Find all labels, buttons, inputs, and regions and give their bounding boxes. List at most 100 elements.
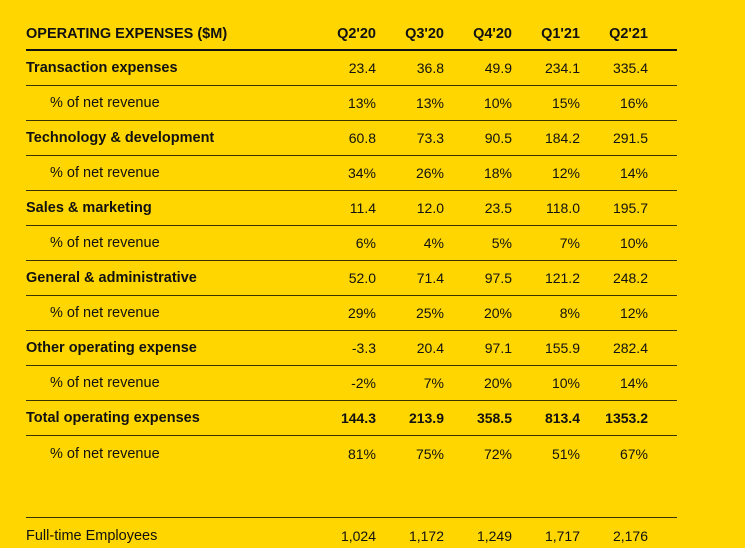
- row-label: % of net revenue: [50, 165, 160, 181]
- table-cell: 14%: [619, 375, 648, 391]
- yellow-panel: OPERATING EXPENSES ($M) Q2'20 Q3'20 Q4'2…: [0, 0, 745, 548]
- table-cell: 1,172: [408, 528, 444, 544]
- table-cell: 282.4: [612, 340, 648, 356]
- row-label: % of net revenue: [50, 445, 160, 462]
- table-cell: 813.4: [544, 410, 580, 426]
- table-cell: 25%: [415, 305, 444, 321]
- table-row: Technology & development 60.8 73.3 90.5 …: [26, 121, 677, 156]
- table-row: Transaction expenses 23.4 36.8 49.9 234.…: [26, 51, 677, 86]
- table-cell: 10%: [619, 235, 648, 251]
- row-label: % of net revenue: [50, 375, 160, 391]
- column-header: Q2'20: [337, 25, 376, 42]
- column-header: Q1'21: [541, 25, 580, 42]
- table-cell: 1,024: [340, 528, 376, 544]
- table-cell: 10%: [483, 95, 512, 111]
- table-cell: 20.4: [416, 340, 444, 356]
- employees-row: Full-time Employees 1,024 1,172 1,249 1,…: [26, 518, 677, 554]
- table-row: % of net revenue 81% 75% 72% 51% 67%: [26, 436, 677, 471]
- table-cell: 12%: [551, 165, 580, 181]
- table-cell: -2%: [351, 375, 376, 391]
- table-cell: 118.0: [546, 200, 580, 216]
- table-cell: 52.0: [348, 270, 376, 286]
- table-cell: 13%: [347, 95, 376, 111]
- table-cell: 14%: [619, 165, 648, 181]
- operating-expenses-table: OPERATING EXPENSES ($M) Q2'20 Q3'20 Q4'2…: [26, 18, 677, 554]
- table-row: % of net revenue -2% 7% 20% 10% 14%: [26, 366, 677, 401]
- table-cell: 34%: [347, 165, 376, 181]
- table-cell: 16%: [619, 95, 648, 111]
- table-row-total: Total operating expenses 144.3 213.9 358…: [26, 401, 677, 436]
- table-cell: 1,249: [476, 528, 512, 544]
- table-cell: 1353.2: [605, 410, 648, 426]
- table-cell: 358.5: [476, 410, 512, 426]
- table-cell: 291.5: [612, 130, 648, 146]
- row-label: Sales & marketing: [26, 200, 152, 216]
- table-cell: 71.4: [416, 270, 444, 286]
- table-cell: 18%: [483, 165, 512, 181]
- table-cell: 23.4: [348, 60, 376, 76]
- table-cell: 23.5: [484, 200, 512, 216]
- table-cell: -3.3: [351, 340, 376, 356]
- table-cell: 72%: [483, 445, 512, 462]
- table-row: % of net revenue 6% 4% 5% 7% 10%: [26, 226, 677, 261]
- table-cell: 213.9: [408, 410, 444, 426]
- table-cell: 8%: [559, 305, 580, 321]
- table-row: Sales & marketing 11.4 12.0 23.5 118.0 1…: [26, 191, 677, 226]
- table-row: % of net revenue 13% 13% 10% 15% 16%: [26, 86, 677, 121]
- table-cell: 67%: [619, 445, 648, 462]
- row-label: % of net revenue: [50, 95, 160, 111]
- table-cell: 144.3: [340, 410, 376, 426]
- table-cell: 60.8: [348, 130, 376, 146]
- table-cell: 4%: [423, 235, 444, 251]
- table-cell: 10%: [551, 375, 580, 391]
- table-row: General & administrative 52.0 71.4 97.5 …: [26, 261, 677, 296]
- table-cell: 248.2: [612, 270, 648, 286]
- table-row: Other operating expense -3.3 20.4 97.1 1…: [26, 331, 677, 366]
- table-cell: 7%: [559, 235, 580, 251]
- table-cell: 12%: [619, 305, 648, 321]
- table-cell: 7%: [423, 375, 444, 391]
- table-cell: 73.3: [416, 130, 444, 146]
- table-cell: 51%: [551, 445, 580, 462]
- row-label: % of net revenue: [50, 305, 160, 321]
- table-cell: 36.8: [416, 60, 444, 76]
- table-header-row: OPERATING EXPENSES ($M) Q2'20 Q3'20 Q4'2…: [26, 18, 677, 51]
- table-cell: 81%: [347, 445, 376, 462]
- column-header: Q4'20: [473, 25, 512, 42]
- table-cell: 195.7: [612, 200, 648, 216]
- table-cell: 20%: [483, 305, 512, 321]
- table-cell: 15%: [551, 95, 580, 111]
- table-cell: 90.5: [484, 130, 512, 146]
- row-label: Total operating expenses: [26, 410, 200, 426]
- table-cell: 2,176: [612, 528, 648, 544]
- table-cell: 121.2: [544, 270, 580, 286]
- divider: [26, 471, 677, 518]
- table-cell: 97.1: [484, 340, 512, 356]
- table-row: % of net revenue 34% 26% 18% 12% 14%: [26, 156, 677, 191]
- table-cell: 29%: [347, 305, 376, 321]
- table-cell: 184.2: [544, 130, 580, 146]
- table-cell: 12.0: [416, 200, 444, 216]
- table-cell: 26%: [415, 165, 444, 181]
- table-cell: 49.9: [484, 60, 512, 76]
- table-cell: 234.1: [544, 60, 580, 76]
- column-header: Q2'21: [609, 25, 648, 42]
- table-cell: 155.9: [544, 340, 580, 356]
- row-label: % of net revenue: [50, 235, 160, 251]
- table-cell: 11.4: [349, 200, 376, 216]
- column-header: Q3'20: [405, 25, 444, 42]
- row-label: Other operating expense: [26, 340, 197, 356]
- table-cell: 335.4: [612, 60, 648, 76]
- row-label: Full-time Employees: [26, 528, 158, 544]
- table-cell: 97.5: [484, 270, 512, 286]
- table-row: % of net revenue 29% 25% 20% 8% 12%: [26, 296, 677, 331]
- table-cell: 5%: [491, 235, 512, 251]
- row-label: Transaction expenses: [26, 60, 178, 76]
- table-cell: 1,717: [544, 528, 580, 544]
- table-cell: 20%: [483, 375, 512, 391]
- row-label: Technology & development: [26, 130, 215, 146]
- table-cell: 6%: [355, 235, 376, 251]
- table-cell: 75%: [415, 445, 444, 462]
- table-title: OPERATING EXPENSES ($M): [26, 25, 228, 42]
- row-label: General & administrative: [26, 270, 197, 286]
